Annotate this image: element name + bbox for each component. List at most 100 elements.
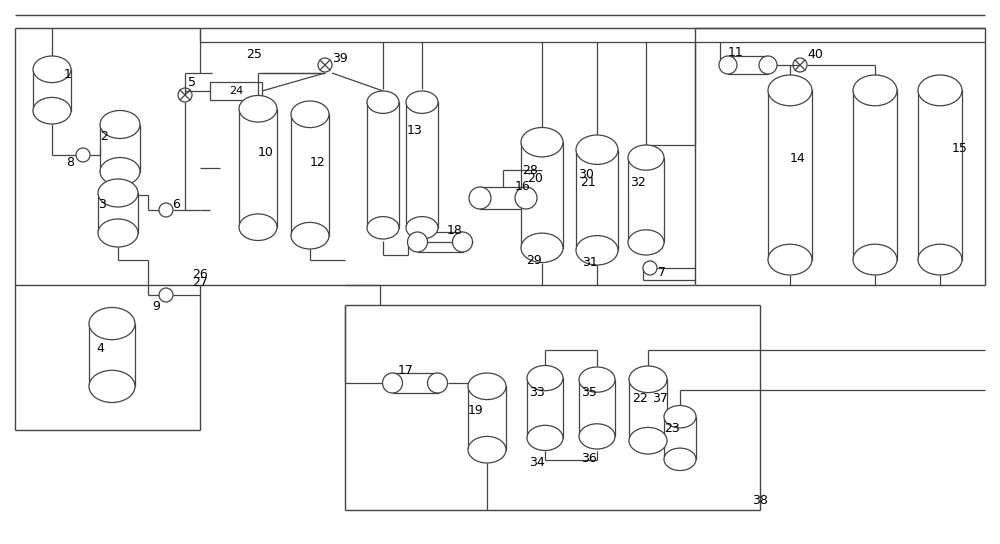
Bar xyxy=(918,90,962,259)
Bar xyxy=(768,90,812,259)
Text: 1: 1 xyxy=(64,69,72,82)
Ellipse shape xyxy=(239,96,277,122)
Ellipse shape xyxy=(468,373,506,400)
Circle shape xyxy=(159,203,173,217)
Ellipse shape xyxy=(428,373,448,393)
Ellipse shape xyxy=(291,222,329,249)
Ellipse shape xyxy=(628,145,664,170)
Ellipse shape xyxy=(719,56,737,74)
Bar xyxy=(367,102,399,228)
Ellipse shape xyxy=(576,236,618,265)
Text: 19: 19 xyxy=(468,404,484,417)
Bar xyxy=(853,90,897,259)
Ellipse shape xyxy=(579,367,615,392)
Ellipse shape xyxy=(853,75,897,106)
Ellipse shape xyxy=(853,244,897,275)
Bar xyxy=(392,373,438,393)
Ellipse shape xyxy=(406,91,438,113)
Ellipse shape xyxy=(664,405,696,428)
Text: 20: 20 xyxy=(527,171,543,184)
Ellipse shape xyxy=(629,366,667,393)
Bar xyxy=(579,380,615,436)
Ellipse shape xyxy=(527,366,563,391)
Ellipse shape xyxy=(33,56,71,83)
Text: 8: 8 xyxy=(66,157,74,170)
Text: 33: 33 xyxy=(529,386,545,399)
Ellipse shape xyxy=(521,233,563,263)
Text: 2: 2 xyxy=(100,131,108,144)
Bar xyxy=(576,150,618,250)
Ellipse shape xyxy=(628,230,664,255)
Text: 15: 15 xyxy=(952,141,968,154)
Text: 34: 34 xyxy=(529,455,545,468)
Ellipse shape xyxy=(768,75,812,106)
Ellipse shape xyxy=(515,187,537,209)
Ellipse shape xyxy=(98,219,138,247)
Text: 14: 14 xyxy=(790,151,806,164)
Text: 35: 35 xyxy=(581,386,597,399)
Ellipse shape xyxy=(406,217,438,239)
Text: 21: 21 xyxy=(580,176,596,189)
Text: 16: 16 xyxy=(515,180,531,193)
Text: 3: 3 xyxy=(98,199,106,212)
Ellipse shape xyxy=(469,187,491,209)
Text: 4: 4 xyxy=(96,342,104,355)
Text: 30: 30 xyxy=(578,169,594,182)
Circle shape xyxy=(159,288,173,302)
Ellipse shape xyxy=(367,217,399,239)
Bar xyxy=(89,324,135,386)
Ellipse shape xyxy=(33,97,71,124)
Text: 6: 6 xyxy=(172,199,180,212)
Bar xyxy=(527,378,563,438)
Bar xyxy=(418,232,462,252)
Ellipse shape xyxy=(89,307,135,339)
Ellipse shape xyxy=(367,91,399,113)
Bar xyxy=(480,187,526,209)
Ellipse shape xyxy=(576,135,618,164)
Ellipse shape xyxy=(527,425,563,450)
Circle shape xyxy=(643,261,657,275)
Text: 31: 31 xyxy=(582,256,598,269)
Bar xyxy=(239,109,277,227)
Text: 26: 26 xyxy=(192,268,208,281)
Ellipse shape xyxy=(759,56,777,74)
Text: 18: 18 xyxy=(447,224,463,237)
Ellipse shape xyxy=(664,448,696,471)
Text: 37: 37 xyxy=(652,392,668,405)
Text: 7: 7 xyxy=(658,267,666,280)
Bar xyxy=(521,142,563,248)
Text: 11: 11 xyxy=(728,46,744,59)
Bar xyxy=(33,69,71,110)
Text: 27: 27 xyxy=(192,276,208,289)
Bar xyxy=(406,102,438,228)
Text: 38: 38 xyxy=(752,493,768,506)
Text: 40: 40 xyxy=(807,48,823,61)
Bar xyxy=(628,158,664,243)
Text: 25: 25 xyxy=(246,48,262,61)
Bar xyxy=(98,193,138,233)
Text: 12: 12 xyxy=(310,157,326,170)
Ellipse shape xyxy=(521,127,563,157)
Ellipse shape xyxy=(291,101,329,128)
Text: 39: 39 xyxy=(332,52,348,65)
Ellipse shape xyxy=(579,424,615,449)
Ellipse shape xyxy=(239,214,277,240)
Ellipse shape xyxy=(452,232,473,252)
Bar xyxy=(728,56,768,74)
Text: 36: 36 xyxy=(581,452,597,465)
Text: 29: 29 xyxy=(526,254,542,267)
Text: 5: 5 xyxy=(188,77,196,90)
Bar xyxy=(664,417,696,459)
Ellipse shape xyxy=(918,244,962,275)
Text: 28: 28 xyxy=(522,164,538,176)
Ellipse shape xyxy=(918,75,962,106)
Ellipse shape xyxy=(100,158,140,186)
Bar xyxy=(468,386,506,450)
Text: 17: 17 xyxy=(398,364,414,378)
Bar xyxy=(210,82,262,100)
Text: 10: 10 xyxy=(258,146,274,159)
Ellipse shape xyxy=(768,244,812,275)
Bar xyxy=(291,114,329,236)
Ellipse shape xyxy=(89,370,135,403)
Bar xyxy=(100,125,140,171)
